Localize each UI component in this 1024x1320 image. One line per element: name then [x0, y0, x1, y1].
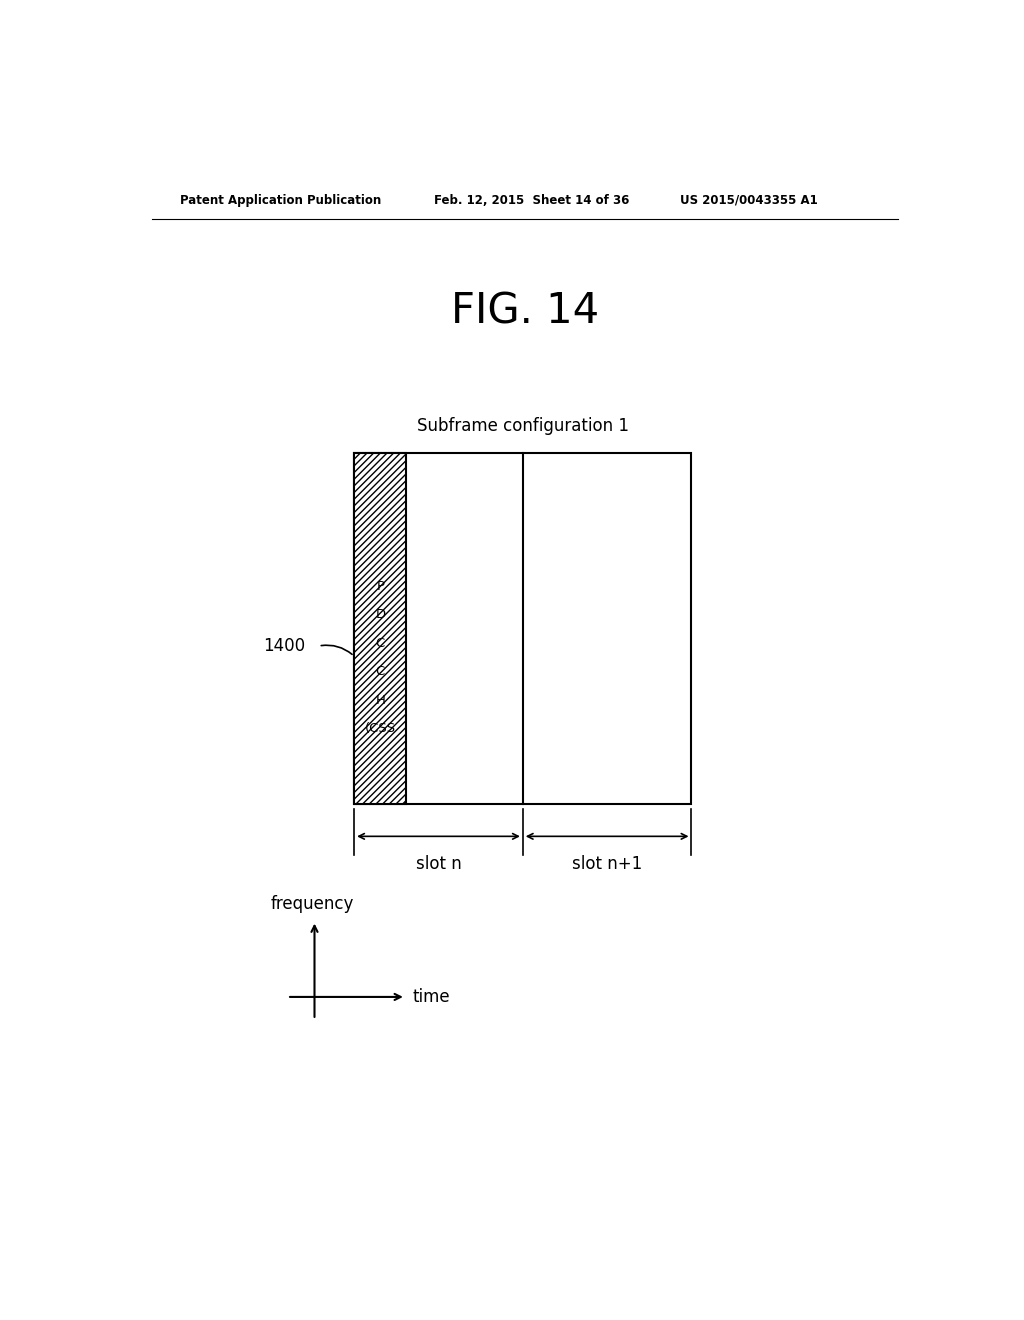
Text: D: D	[375, 609, 385, 622]
Text: P: P	[376, 579, 384, 593]
Bar	[354, 453, 407, 804]
Text: slot n: slot n	[416, 854, 462, 873]
Text: time: time	[412, 987, 450, 1006]
Text: FIG. 14: FIG. 14	[451, 290, 599, 333]
Text: Patent Application Publication: Patent Application Publication	[179, 194, 381, 207]
Text: H: H	[376, 694, 385, 706]
Text: C: C	[376, 636, 385, 649]
Text: frequency: frequency	[270, 895, 354, 912]
Text: slot n+1: slot n+1	[572, 854, 642, 873]
Text: 1400: 1400	[263, 638, 305, 655]
Text: (CSS: (CSS	[365, 722, 396, 735]
Text: Subframe configuration 1: Subframe configuration 1	[417, 417, 629, 434]
Text: Feb. 12, 2015  Sheet 14 of 36: Feb. 12, 2015 Sheet 14 of 36	[433, 194, 629, 207]
Bar	[354, 453, 691, 804]
Text: C: C	[376, 665, 385, 678]
Text: US 2015/0043355 A1: US 2015/0043355 A1	[680, 194, 817, 207]
